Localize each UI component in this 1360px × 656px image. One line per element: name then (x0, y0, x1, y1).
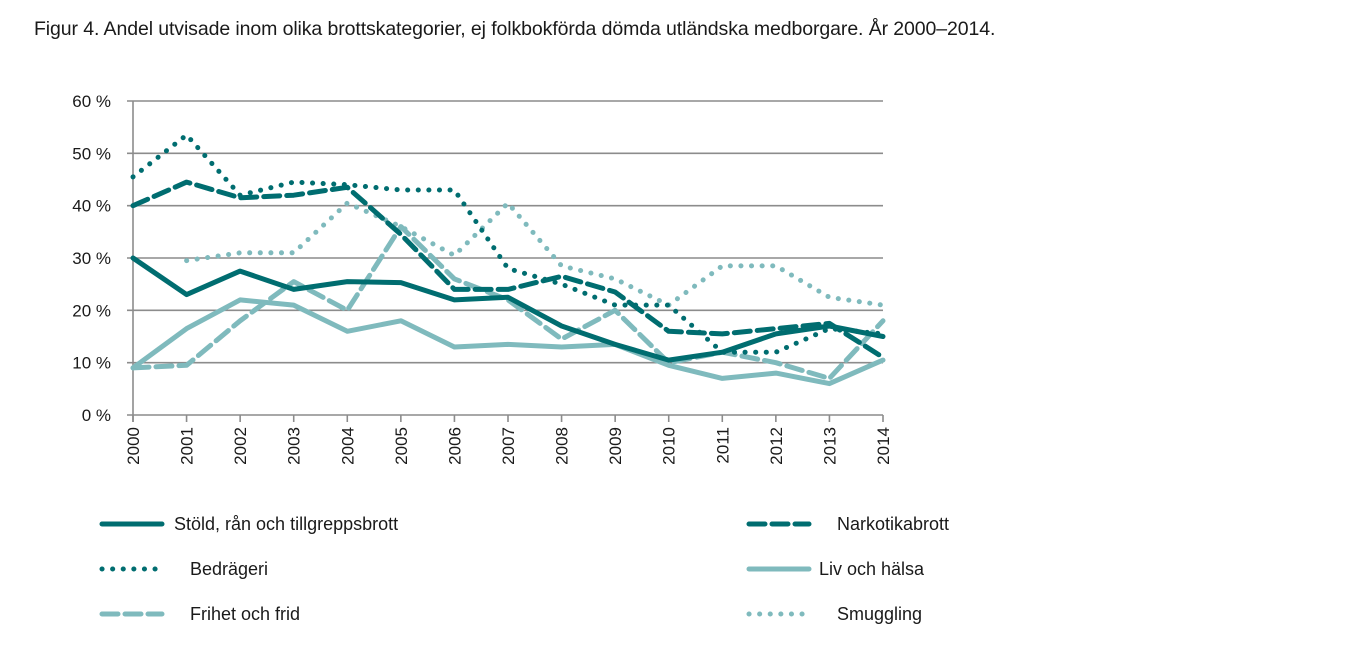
x-tick-label: 2009 (606, 427, 625, 465)
legend-item: Frihet och frid (98, 600, 300, 628)
x-tick-label: 2008 (553, 427, 572, 465)
x-axis-ticks: 2000 2001 2002 2003 2004 2005 2006 2007 2008 2009… (124, 415, 893, 465)
y-tick-label: 0 % (82, 406, 111, 425)
x-tick-label: 2005 (392, 427, 411, 465)
legend-item: Liv och hälsa (745, 555, 924, 583)
legend-label: Frihet och frid (190, 603, 301, 624)
series-line-1 (130, 179, 886, 360)
chart-title: Figur 4. Andel utvisade inom olika brott… (34, 18, 996, 40)
x-tick-label: 2013 (820, 427, 839, 465)
legend-swatch-icon (746, 566, 812, 572)
legend-item: Narkotikabrott (745, 510, 949, 538)
legend-label: Stöld, rån och tillgreppsbrott (174, 513, 399, 534)
legend-swatch-icon (99, 521, 165, 527)
x-tick-label: 2003 (285, 427, 304, 465)
x-tick-label: 2000 (124, 427, 143, 465)
x-tick-label: 2010 (660, 427, 679, 465)
legend-label: Smuggling (837, 603, 923, 624)
y-tick-label: 50 % (72, 144, 111, 163)
legend-swatch-icon (746, 611, 812, 617)
legend-swatch-icon (99, 566, 165, 572)
legend-item: Bedrägeri (98, 555, 268, 583)
x-tick-label: 2007 (499, 427, 518, 465)
series-lines (130, 132, 886, 387)
series-line-0 (130, 255, 886, 363)
y-tick-label: 30 % (72, 249, 111, 268)
legend-item: Smuggling (745, 600, 922, 628)
series-line-3 (130, 297, 886, 387)
x-tick-label: 2014 (874, 427, 893, 465)
y-tick-label: 40 % (72, 197, 111, 216)
legend-label: Narkotikabrott (837, 513, 950, 534)
y-tick-label: 60 % (72, 92, 111, 111)
x-tick-label: 2001 (178, 427, 197, 465)
x-tick-label: 2012 (767, 427, 786, 465)
legend-item: Stöld, rån och tillgreppsbrott (98, 510, 398, 538)
legend-label: Bedrägeri (190, 558, 269, 579)
legend-swatch-icon (746, 521, 812, 527)
y-tick-label: 10 % (72, 354, 111, 373)
y-axis-ticks: 0 % 10 % 20 % 30 % 40 % 50 % 60 % (72, 92, 111, 425)
y-tick-label: 20 % (72, 301, 111, 320)
series-line-2 (130, 132, 886, 355)
x-tick-label: 2004 (338, 427, 357, 465)
legend-label: Liv och hälsa (819, 558, 925, 579)
x-tick-label: 2011 (713, 427, 732, 464)
x-tick-label: 2002 (231, 427, 250, 465)
line-chart: 0 % 10 % 20 % 30 % 40 % 50 % 60 % 2000 2001 2002… (72, 92, 893, 465)
legend-swatch-icon (99, 611, 165, 617)
x-tick-label: 2006 (445, 427, 464, 465)
